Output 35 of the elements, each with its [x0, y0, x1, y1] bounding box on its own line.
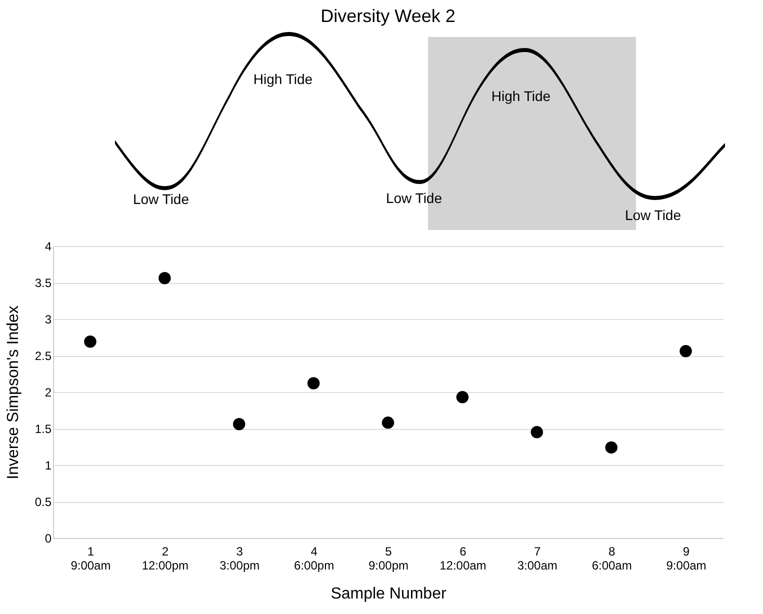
text: Low Tide: [386, 190, 442, 206]
text: Low Tide: [132, 191, 190, 207]
point: [456, 391, 469, 404]
chart-title: Diversity Week 2: [320, 6, 456, 26]
y-tick-label: 3: [44, 312, 52, 326]
text: Low Tide: [624, 207, 682, 223]
x-tick-label: 9 9:00am: [666, 544, 706, 572]
y-tick-label: 2: [44, 386, 52, 400]
point: [307, 377, 320, 390]
y-tick-label: 0.5: [34, 495, 52, 509]
y-axis-title: Inverse Simpson's Index: [4, 306, 22, 480]
text: High Tide: [491, 88, 551, 104]
point: [84, 336, 96, 348]
y-tick-label: 4: [44, 240, 52, 254]
point: [530, 426, 544, 438]
x-tick-label: 1 9:00am: [70, 544, 111, 572]
y-tick-label: 0: [44, 532, 52, 546]
text: High Tide: [253, 71, 313, 87]
x-tick-label: 2 12:00pm: [142, 544, 189, 572]
x-tick-label: 5 9:00pm: [368, 544, 409, 572]
point: [680, 345, 692, 358]
x-tick-label: 3 3:00pm: [220, 544, 260, 572]
point: [605, 441, 618, 454]
x-tick-label: 8 6:00am: [592, 544, 632, 572]
y-tick-label: 3.5: [34, 276, 52, 290]
y-tick-label: 1.5: [34, 422, 52, 436]
point: [232, 418, 246, 430]
y-tick-label: 2.5: [34, 349, 52, 363]
point: [158, 272, 171, 284]
x-tick-label: 7 3:00am: [517, 544, 558, 572]
x-axis-title: Sample Number: [330, 586, 447, 602]
y-tick-label: 1: [44, 458, 52, 472]
x-tick-label: 6 12:00am: [440, 544, 486, 572]
point: [382, 416, 394, 429]
x-tick-label: 4 6:00pm: [294, 544, 334, 572]
